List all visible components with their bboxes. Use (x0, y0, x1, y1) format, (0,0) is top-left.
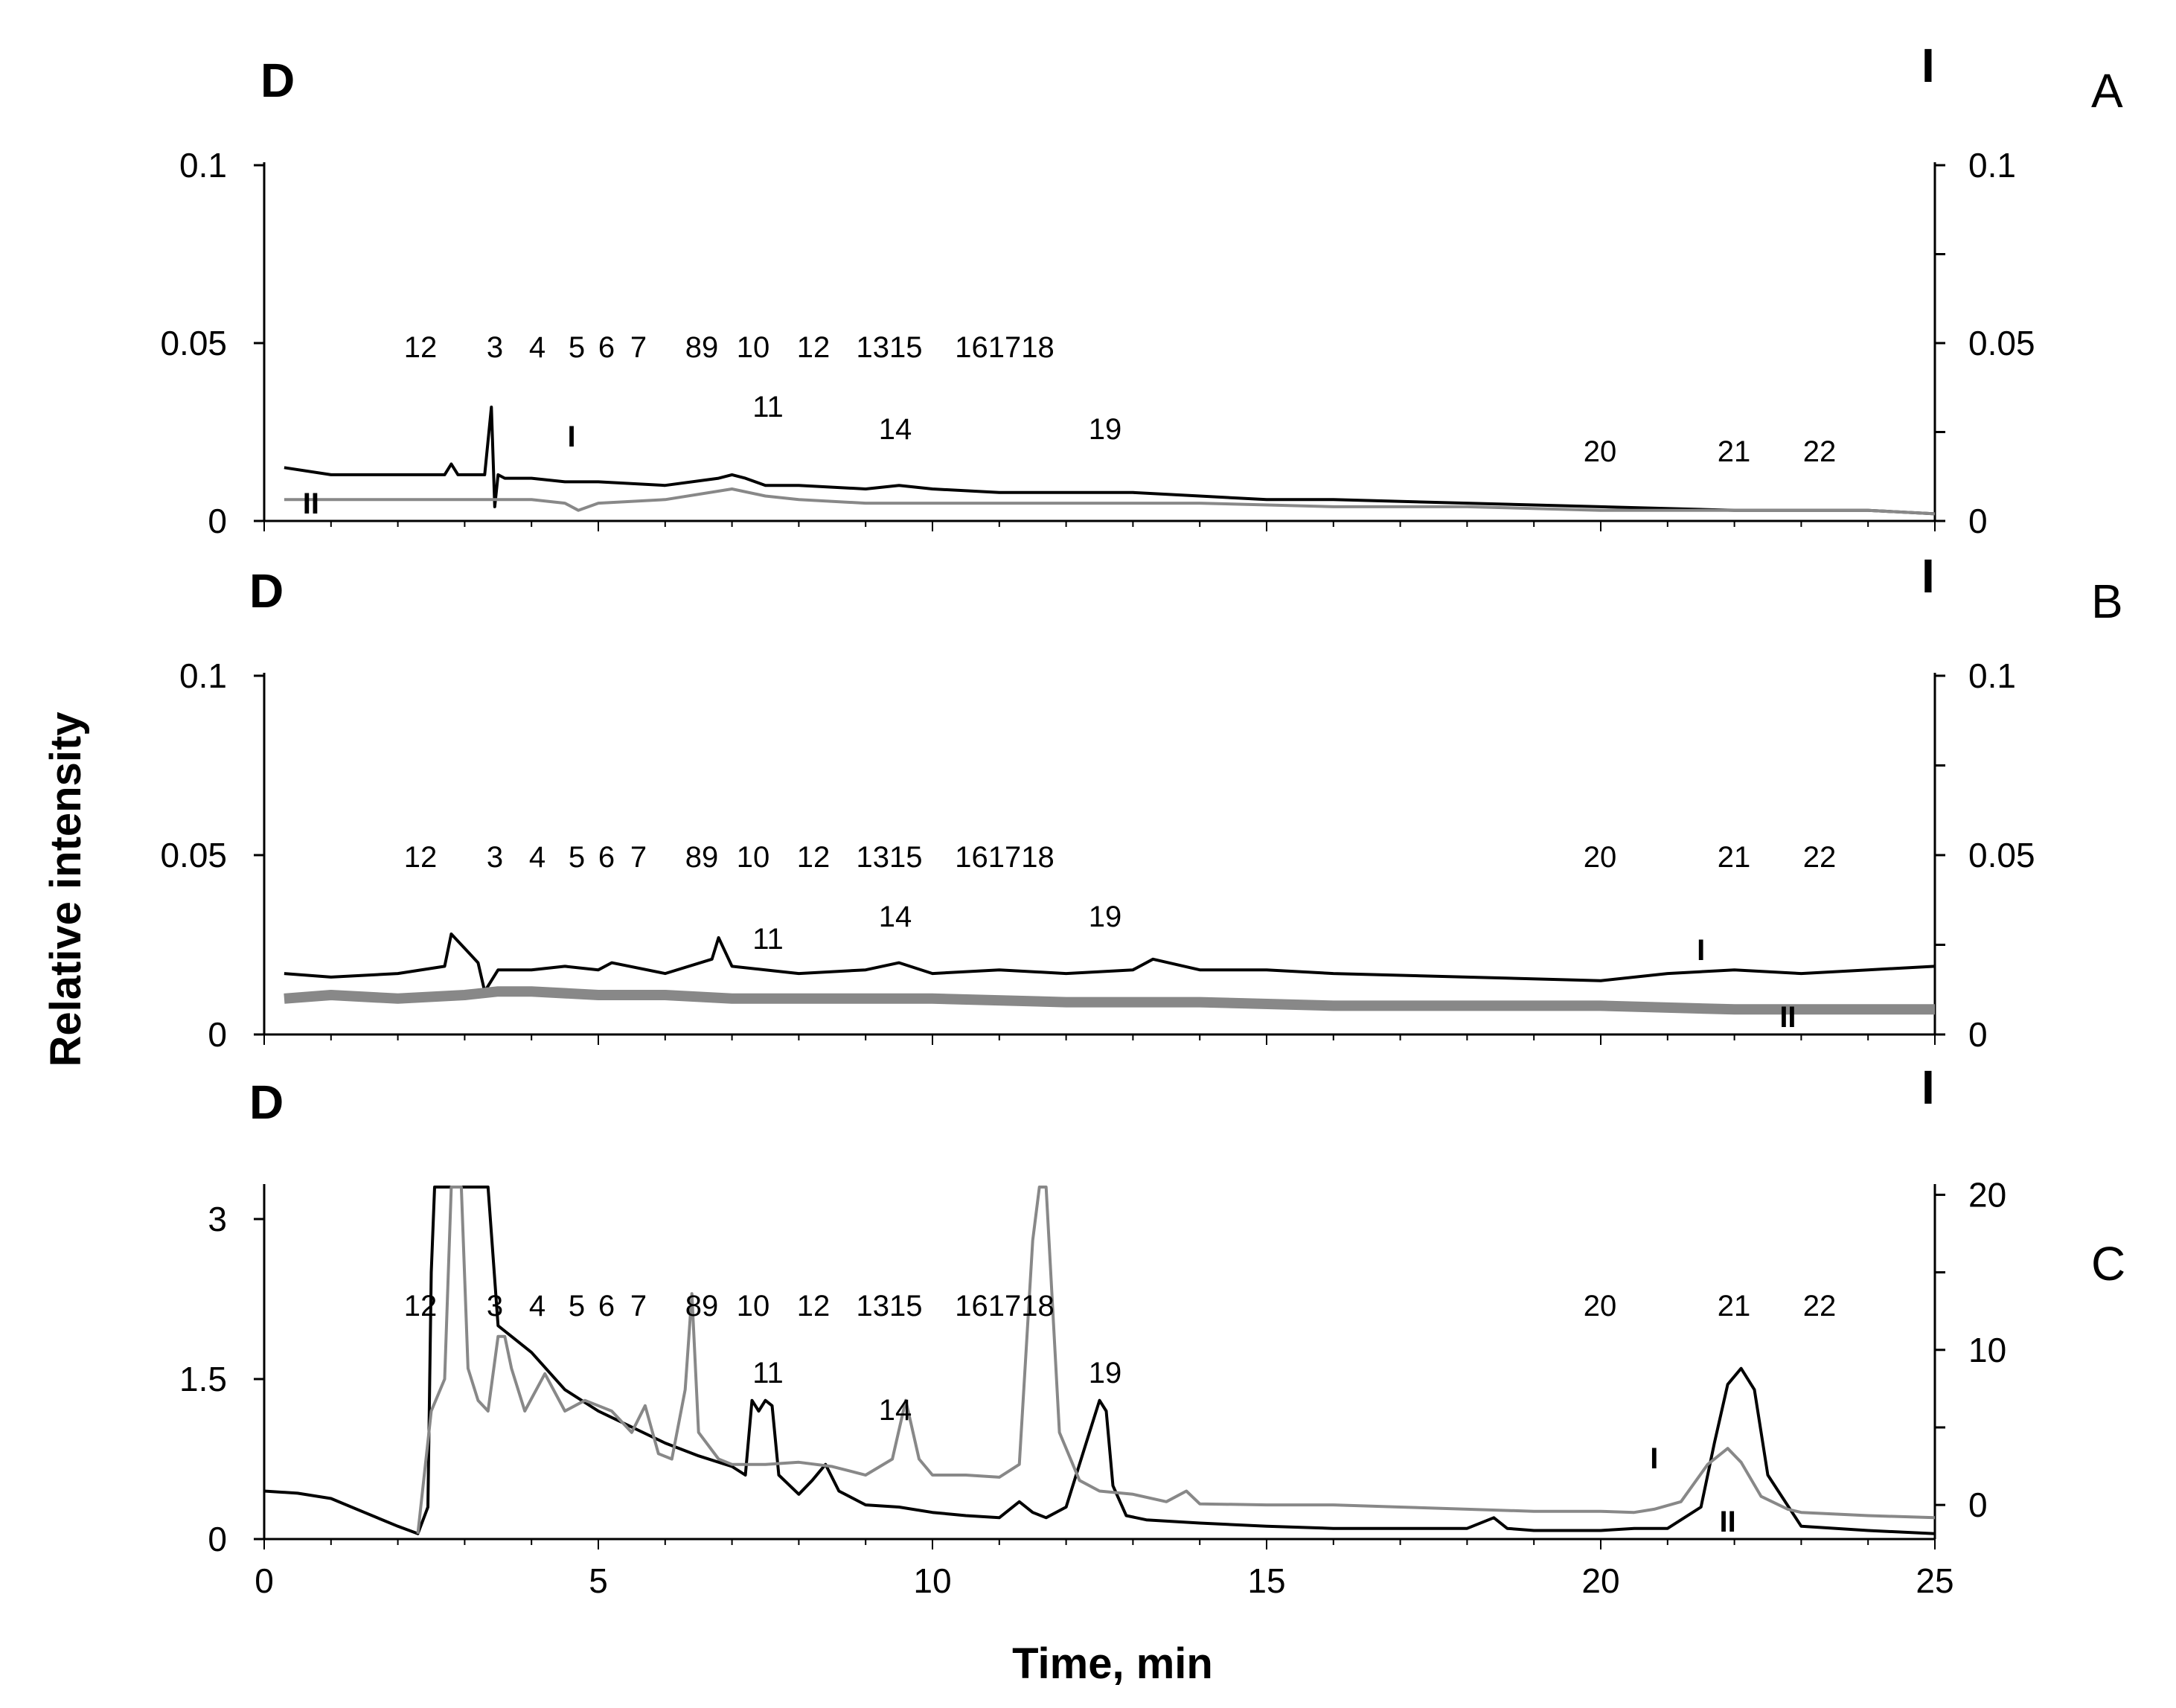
peak-label: 1315 (857, 841, 923, 874)
peak-label: 1315 (857, 1290, 923, 1322)
peak-label: 10 (737, 841, 770, 874)
peak-label: 20 (1584, 435, 1617, 468)
series-line-C-2 (416, 1186, 1936, 1535)
peak-label: 4 (529, 841, 545, 874)
peak-label: 11 (752, 1357, 784, 1389)
peak-label: 19 (1089, 901, 1122, 933)
peak-label: 14 (879, 413, 912, 446)
series-line-A-2 (284, 487, 1936, 516)
peak-label: 12 (404, 1290, 438, 1322)
peak-label: 12 (797, 331, 831, 364)
series-line-C-1 (263, 1186, 1936, 1535)
left-axis-label-A: D (260, 54, 295, 107)
panel-id-C: C (2091, 1237, 2125, 1290)
left-tick-label: 1.5 (179, 1360, 227, 1398)
left-axis-label-B: D (249, 564, 284, 618)
peak-label: 14 (879, 901, 912, 933)
peak-label: 89 (685, 841, 719, 874)
peak-label: 21 (1718, 841, 1751, 874)
right-tick-label: 0.05 (1968, 836, 2035, 874)
trace-marker: I (1697, 934, 1705, 967)
trace-marker: II (1779, 1001, 1796, 1034)
peak-label: 7 (630, 331, 647, 364)
right-tick-label: 0.05 (1968, 324, 2035, 362)
x-axis-title: Time, min (1012, 1640, 1213, 1688)
peak-label: 10 (737, 1290, 770, 1322)
peak-label: 89 (685, 331, 719, 364)
peak-label: 12 (797, 841, 831, 874)
peak-label: 22 (1803, 435, 1837, 468)
x-tick-label: 5 (589, 1561, 608, 1600)
x-tick-label: 25 (1916, 1561, 1953, 1600)
peak-label: 20 (1584, 1290, 1617, 1322)
series-line-B-2 (284, 986, 1935, 1015)
peak-label: 3 (487, 331, 503, 364)
peak-label: 5 (569, 331, 585, 364)
trace-marker: II (1720, 1506, 1736, 1538)
right-tick-label: 0 (1968, 1015, 1988, 1054)
peak-label: 14 (879, 1394, 912, 1427)
left-tick-label: 0 (208, 1520, 227, 1558)
right-tick-label: 0 (1968, 502, 1988, 540)
y-axis-title: Relative intensity (42, 711, 90, 1066)
left-axis-label-C: D (249, 1075, 284, 1129)
peak-label: 161718 (955, 841, 1054, 874)
peak-label: 4 (529, 331, 545, 364)
left-tick-label: 0 (208, 502, 227, 540)
left-tick-label: 0 (208, 1015, 227, 1054)
peak-label: 22 (1803, 1290, 1837, 1322)
x-tick-label: 10 (913, 1561, 951, 1600)
peak-label: 11 (752, 391, 784, 423)
trace-marker: II (303, 487, 319, 520)
peak-label: 5 (569, 1290, 585, 1322)
peak-label: 10 (737, 331, 770, 364)
trace-marker: I (1650, 1442, 1658, 1475)
peak-label: 12 (404, 331, 438, 364)
x-tick-label: 0 (255, 1561, 274, 1600)
right-tick-label: 0 (1968, 1485, 1988, 1524)
right-tick-label: 20 (1968, 1175, 2006, 1214)
left-tick-label: 0.05 (160, 836, 227, 874)
x-tick-label: 15 (1247, 1561, 1285, 1600)
peak-label: 1315 (857, 331, 923, 364)
x-tick-label: 20 (1581, 1561, 1619, 1600)
peak-label: 12 (404, 841, 438, 874)
peak-label: 7 (630, 841, 647, 874)
series-line-B-1 (284, 933, 1936, 994)
peak-label: 20 (1584, 841, 1617, 874)
peak-label: 6 (598, 331, 615, 364)
panel-id-A: A (2091, 64, 2123, 118)
peak-label: 7 (630, 1290, 647, 1322)
right-tick-label: 10 (1968, 1331, 2006, 1369)
peak-label: 19 (1089, 413, 1122, 446)
peak-label: 6 (598, 1290, 615, 1322)
peak-label: 21 (1718, 435, 1751, 468)
peak-label: 3 (487, 841, 503, 874)
trace-marker: I (568, 420, 576, 453)
left-tick-label: 0.1 (179, 146, 227, 185)
peak-label: 5 (569, 841, 585, 874)
right-axis-label-C: I (1921, 1061, 1935, 1114)
right-axis-label-A: I (1921, 39, 1935, 92)
peak-label: 161718 (955, 331, 1054, 364)
peak-label: 12 (797, 1290, 831, 1322)
left-tick-label: 0.05 (160, 324, 227, 362)
peak-label: 6 (598, 841, 615, 874)
peak-label: 11 (752, 923, 784, 956)
panel-id-B: B (2091, 575, 2123, 628)
peak-label: 3 (487, 1290, 503, 1322)
peak-label: 22 (1803, 841, 1837, 874)
left-tick-label: 0.1 (179, 656, 227, 695)
left-tick-label: 3 (208, 1200, 227, 1238)
right-tick-label: 0.1 (1968, 656, 2016, 695)
peak-label: 21 (1718, 1290, 1751, 1322)
series-line-A-1 (284, 406, 1936, 516)
peak-label: 19 (1089, 1357, 1122, 1389)
peak-label: 161718 (955, 1290, 1054, 1322)
right-tick-label: 0.1 (1968, 146, 2016, 185)
peak-label: 4 (529, 1290, 545, 1322)
right-axis-label-B: I (1921, 549, 1935, 603)
peak-label: 89 (685, 1290, 719, 1322)
